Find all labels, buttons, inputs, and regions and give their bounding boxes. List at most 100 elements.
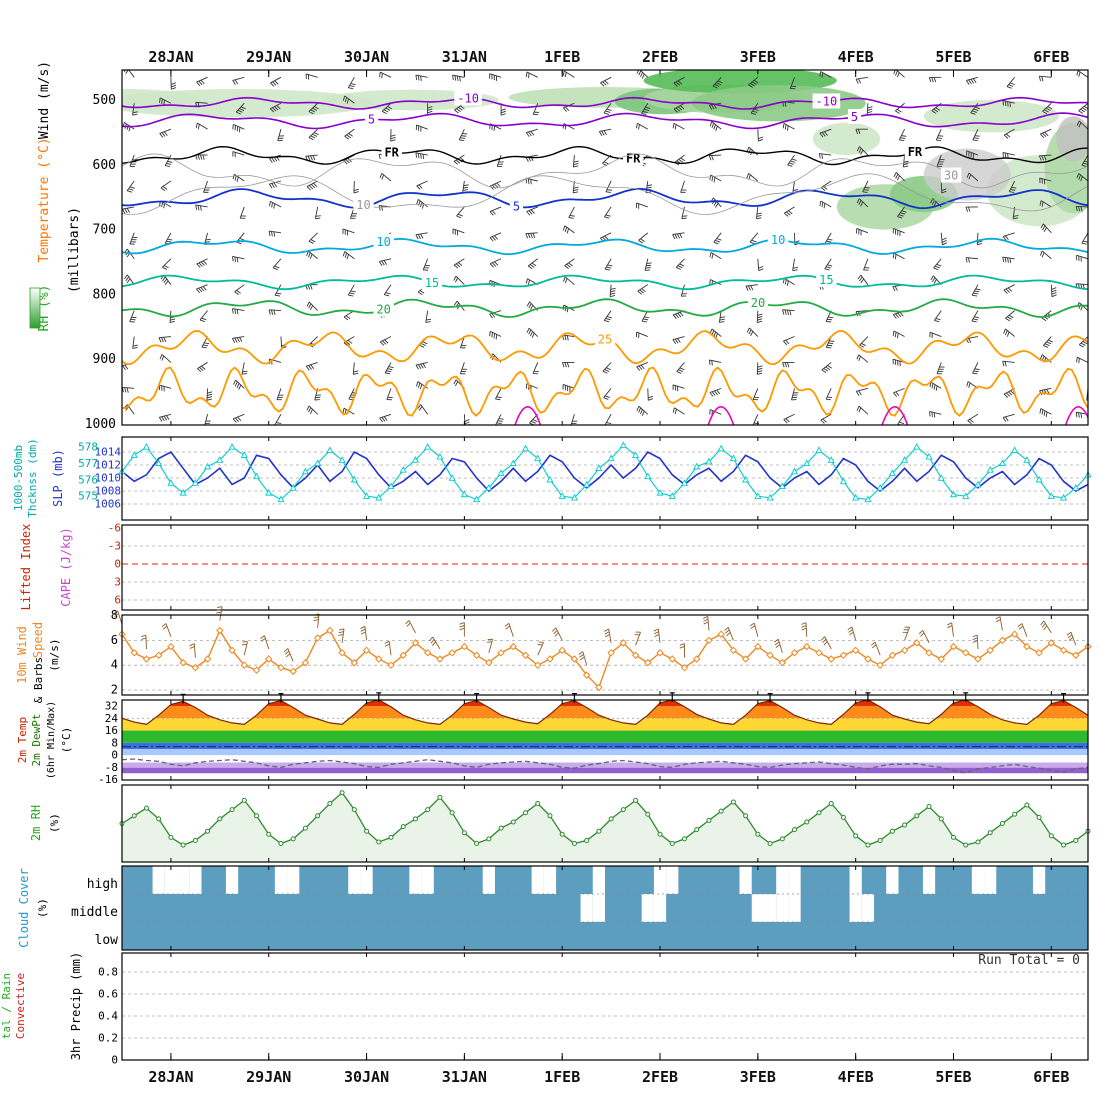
svg-text:1FEB: 1FEB — [544, 48, 580, 66]
svg-text:2: 2 — [111, 683, 118, 697]
svg-text:8: 8 — [111, 736, 118, 749]
svg-text:15: 15 — [425, 276, 439, 290]
svg-text:(m/s): (m/s) — [48, 638, 61, 671]
svg-text:30JAN: 30JAN — [344, 1068, 389, 1086]
svg-text:(%): (%) — [48, 813, 61, 833]
svg-text:middle: middle — [71, 905, 118, 920]
svg-text:3: 3 — [114, 576, 121, 589]
svg-text:1012: 1012 — [95, 459, 122, 472]
svg-text:2FEB: 2FEB — [642, 1068, 678, 1086]
svg-text:31JAN: 31JAN — [442, 48, 487, 66]
svg-text:FR: FR — [384, 145, 399, 159]
svg-text:31JAN: 31JAN — [442, 1068, 487, 1086]
x-axis-bottom: 28JAN 29JAN 30JAN 31JAN 1FEB 2FEB 3FEB 4FEB 5FEB… — [148, 1053, 1069, 1086]
x-axis-top: 28JAN 29JAN 30JAN 31JAN 1FEB 2FEB 3FEB 4FEB 5FEB… — [148, 48, 1069, 77]
svg-text:1FEB: 1FEB — [544, 1068, 580, 1086]
svg-text:2FEB: 2FEB — [642, 48, 678, 66]
svg-text:577: 577 — [78, 457, 98, 470]
svg-text:5FEB: 5FEB — [935, 1068, 971, 1086]
svg-text:2m Temp: 2m Temp — [16, 717, 29, 763]
svg-text:FR: FR — [908, 145, 923, 159]
p1-left-labels: 500 600 700 800 900 1000 Wind (m/s)Temperature… — [29, 61, 116, 432]
svg-text:0.2: 0.2 — [98, 1032, 118, 1045]
svg-text:low: low — [95, 933, 119, 948]
svg-text:FR: FR — [626, 151, 641, 165]
svg-text:Cloud Cover: Cloud Cover — [17, 868, 31, 947]
svg-text:Wind (m/s): Wind (m/s) — [37, 61, 52, 139]
svg-text:RH (%): RH (%) — [37, 285, 52, 332]
svg-text:24: 24 — [105, 712, 119, 725]
svg-text:20: 20 — [376, 303, 390, 317]
svg-text:5FEB: 5FEB — [935, 48, 971, 66]
svg-text:-8: -8 — [105, 761, 118, 774]
panel-rh2m: 2m RH (%) — [29, 784, 1091, 863]
svg-text:1000: 1000 — [85, 417, 116, 432]
svg-text:Lifted Index: Lifted Index — [19, 524, 33, 611]
svg-text:(%): (%) — [36, 898, 49, 918]
svg-text:5: 5 — [513, 200, 520, 214]
svg-text:Temperature (°C): Temperature (°C) — [37, 137, 52, 262]
svg-text:-3: -3 — [108, 540, 121, 553]
svg-text:10: 10 — [376, 235, 390, 249]
svg-text:8: 8 — [111, 608, 118, 622]
svg-text:28JAN: 28JAN — [148, 1068, 193, 1086]
svg-text:575: 575 — [78, 490, 98, 503]
svg-text:700: 700 — [93, 223, 116, 238]
svg-text:4: 4 — [111, 658, 118, 672]
svg-text:-10: -10 — [457, 91, 479, 105]
svg-text:32: 32 — [105, 700, 118, 713]
svg-text:6FEB: 6FEB — [1033, 48, 1069, 66]
svg-text:0: 0 — [111, 749, 118, 762]
svg-text:500: 500 — [93, 93, 116, 108]
svg-text:CAPE (J/kg): CAPE (J/kg) — [59, 527, 73, 606]
svg-text:& Barbs: & Barbs — [32, 657, 45, 703]
svg-text:0.6: 0.6 — [98, 988, 118, 1001]
svg-text:1010: 1010 — [95, 472, 122, 485]
svg-text:5: 5 — [851, 110, 858, 124]
panel-precip: 0 0.2 0.4 0.6 0.8 Run Total = 0 tal / Rain Conv… — [0, 952, 1089, 1067]
svg-text:6: 6 — [111, 633, 118, 647]
svg-text:0: 0 — [111, 1054, 118, 1067]
panel-stability: -6 -3 0 3 6 Lifted Index CAPE (J/kg) — [19, 522, 1089, 611]
svg-text:900: 900 — [93, 352, 116, 367]
svg-text:Run Total = 0: Run Total = 0 — [978, 953, 1080, 968]
svg-text:800: 800 — [93, 287, 116, 302]
temp-contours: -10 -10 5 5 FR FR FR 5 10 10 15 15 20 20 25 10 30 — [122, 90, 1088, 425]
svg-text:10m Wind: 10m Wind — [15, 626, 29, 684]
svg-text:1006: 1006 — [95, 498, 122, 511]
svg-text:15: 15 — [819, 273, 833, 287]
svg-text:1000-500mb: 1000-500mb — [12, 445, 25, 511]
svg-text:600: 600 — [93, 158, 116, 173]
panel-upper-air: -10 -10 5 5 FR FR FR 5 10 10 15 15 20 20 25 10 30 500 600 7… — [29, 61, 1089, 432]
rh-shading — [122, 70, 1088, 230]
svg-text:Speed: Speed — [31, 622, 45, 658]
svg-text:4FEB: 4FEB — [838, 1068, 874, 1086]
svg-text:4FEB: 4FEB — [838, 48, 874, 66]
svg-text:high: high — [87, 877, 118, 892]
panel-clouds: high middle low Cloud Cover (%) — [17, 865, 1089, 951]
rh-legend-gradient — [29, 287, 41, 329]
svg-text:Convective: Convective — [14, 973, 27, 1039]
svg-text:30JAN: 30JAN — [344, 48, 389, 66]
svg-text:3hr Precip (mm): 3hr Precip (mm) — [69, 952, 83, 1060]
svg-text:-10: -10 — [816, 94, 838, 108]
svg-text:3FEB: 3FEB — [740, 48, 776, 66]
svg-text:(millibars): (millibars) — [67, 207, 82, 293]
svg-text:3FEB: 3FEB — [740, 1068, 776, 1086]
panel-wind10m: 8 6 4 2 10m Wind Speed& Barbs(m/s) — [15, 606, 1092, 703]
svg-text:28JAN: 28JAN — [148, 48, 193, 66]
svg-text:5: 5 — [368, 112, 375, 126]
svg-text:(6hr Min/Max): (6hr Min/Max) — [46, 701, 57, 779]
svg-text:16: 16 — [105, 724, 118, 737]
svg-text:SLP (mb): SLP (mb) — [51, 449, 65, 507]
svg-text:578: 578 — [78, 441, 98, 454]
svg-text:30: 30 — [944, 169, 958, 183]
svg-text:-16: -16 — [98, 773, 118, 786]
svg-text:0: 0 — [114, 558, 121, 571]
svg-text:29JAN: 29JAN — [246, 48, 291, 66]
svg-text:1008: 1008 — [95, 485, 122, 498]
